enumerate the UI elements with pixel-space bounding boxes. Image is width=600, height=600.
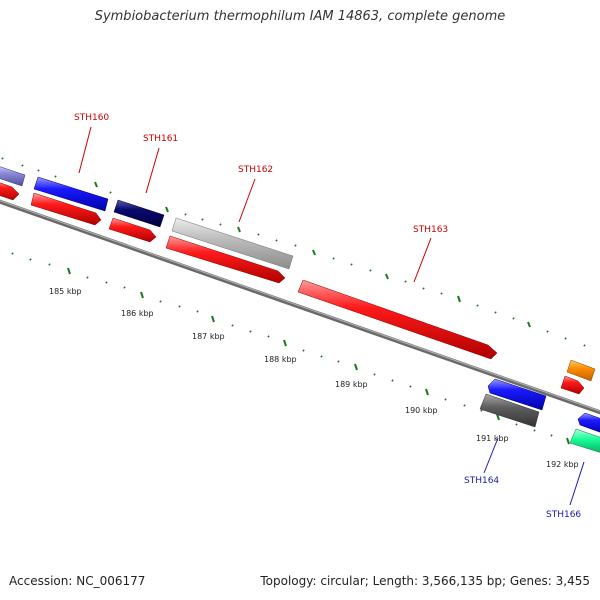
reverse-tick-track bbox=[11, 252, 588, 449]
reverse-feature-row bbox=[479, 378, 600, 454]
genome-backbone bbox=[0, 199, 600, 415]
gene-label-sth161[interactable]: STH161 bbox=[143, 134, 178, 144]
cds-feature[interactable] bbox=[0, 165, 26, 187]
cds-feature[interactable] bbox=[30, 192, 102, 226]
cds-feature[interactable] bbox=[297, 279, 498, 360]
cds-feature[interactable] bbox=[171, 217, 294, 270]
cds-feature[interactable] bbox=[566, 359, 596, 382]
gene-label-leaders bbox=[78, 126, 432, 283]
scale-label: 186 kbp bbox=[121, 309, 154, 318]
cds-feature[interactable] bbox=[487, 378, 547, 411]
cds-feature[interactable] bbox=[0, 181, 20, 201]
cds-feature[interactable] bbox=[569, 428, 600, 454]
gene-label-leaders-reverse bbox=[483, 437, 585, 506]
forward-feature-row bbox=[0, 165, 596, 382]
gene-label-sth163[interactable]: STH163 bbox=[413, 225, 448, 235]
scale-label: 188 kbp bbox=[264, 355, 297, 364]
cds-feature[interactable] bbox=[113, 199, 165, 228]
accession-text: Accession: NC_006177 bbox=[9, 574, 146, 588]
gene-label-sth166[interactable]: STH166 bbox=[546, 510, 581, 520]
gene-label-sth162[interactable]: STH162 bbox=[238, 165, 273, 175]
gene-label-sth164[interactable]: STH164 bbox=[464, 476, 499, 486]
scale-label: 185 kbp bbox=[49, 287, 82, 296]
scale-label: 187 kbp bbox=[192, 332, 225, 341]
forward-cds-track bbox=[0, 181, 585, 395]
cds-feature[interactable] bbox=[33, 176, 109, 212]
map-title: Symbiobacterium thermophilum IAM 14863, … bbox=[94, 9, 506, 24]
scale-label: 192 kbp bbox=[546, 460, 579, 469]
cds-feature[interactable] bbox=[577, 412, 600, 434]
genome-summary-text: Topology: circular; Length: 3,566,135 bp… bbox=[260, 574, 590, 588]
cds-feature[interactable] bbox=[108, 217, 157, 243]
scale-label: 189 kbp bbox=[335, 380, 368, 389]
cds-feature[interactable] bbox=[165, 235, 286, 284]
scale-label: 191 kbp bbox=[476, 434, 509, 443]
scale-label: 190 kbp bbox=[405, 406, 438, 415]
forward-tick-track bbox=[1, 157, 586, 347]
gene-label-sth160[interactable]: STH160 bbox=[74, 113, 109, 123]
cds-feature[interactable] bbox=[479, 393, 540, 428]
cds-feature[interactable] bbox=[560, 375, 585, 395]
